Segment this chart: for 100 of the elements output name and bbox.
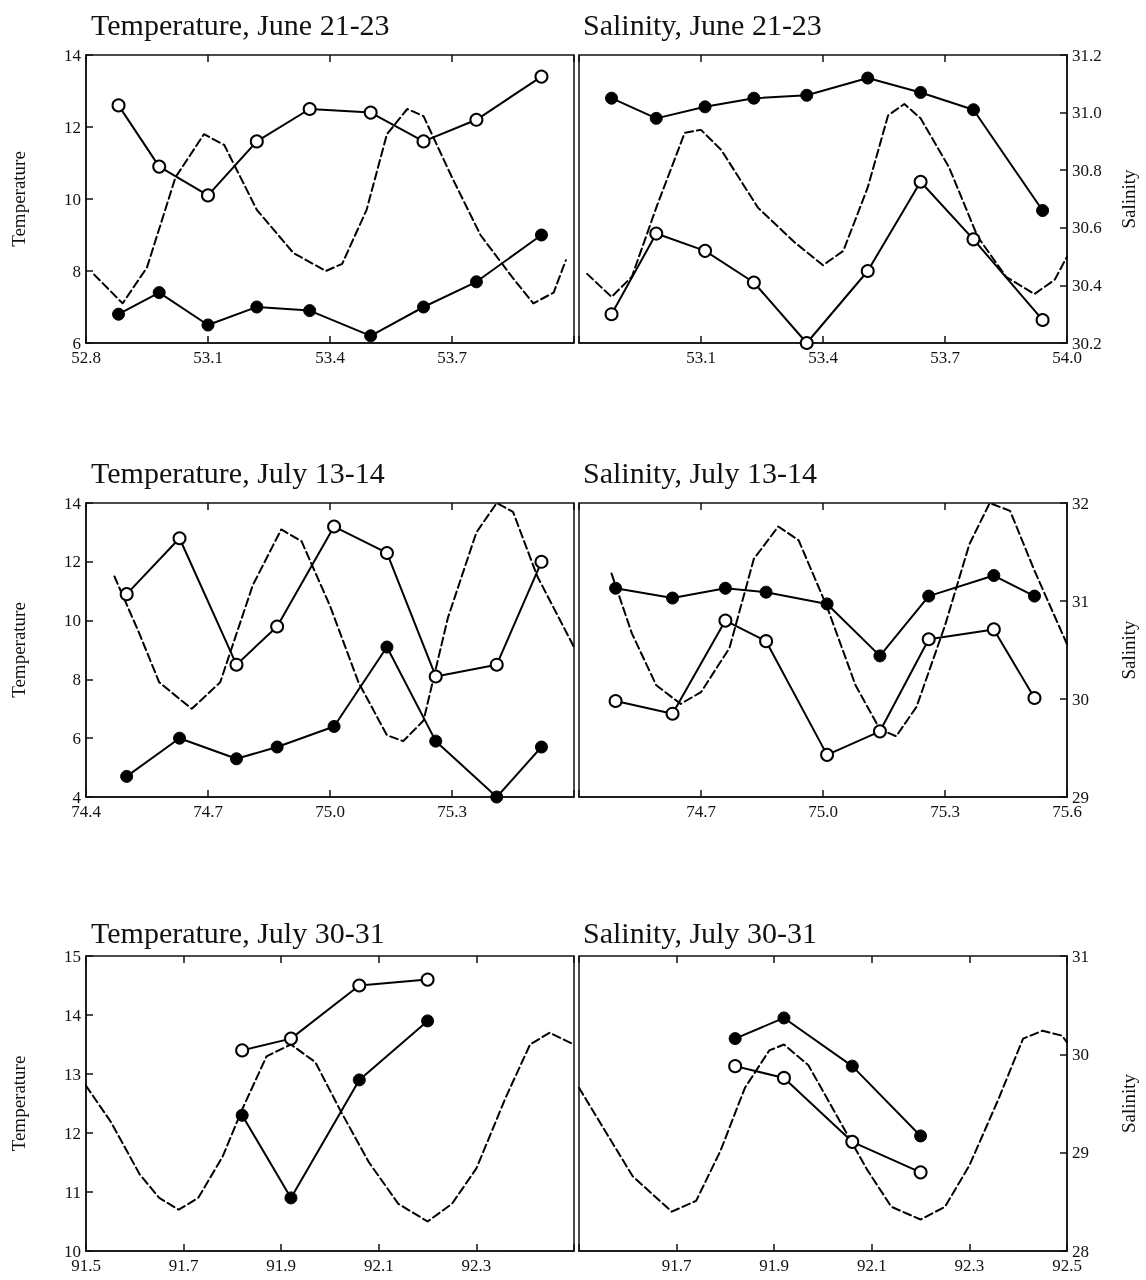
point bbox=[718, 581, 732, 595]
x-tick-label: 75.3 bbox=[437, 802, 467, 821]
point bbox=[201, 188, 215, 203]
y-tick-label: 8 bbox=[72, 669, 81, 689]
x-tick-label: 53.7 bbox=[437, 348, 468, 367]
y-tick-label: 10 bbox=[64, 189, 81, 209]
point bbox=[746, 275, 761, 290]
y-tick-label: 12 bbox=[64, 117, 81, 137]
point bbox=[649, 111, 663, 125]
point bbox=[966, 232, 981, 247]
point bbox=[820, 597, 834, 611]
point bbox=[913, 174, 928, 189]
x-tick-label: 92.3 bbox=[954, 1256, 985, 1275]
point bbox=[759, 634, 774, 649]
point bbox=[303, 304, 317, 318]
y2-axis-title: Salinity bbox=[1118, 1073, 1139, 1134]
point bbox=[229, 752, 243, 766]
chart-title: Temperature, July 30-31 bbox=[91, 915, 385, 949]
point bbox=[173, 731, 187, 745]
point bbox=[270, 619, 285, 634]
y-tick-label: 10 bbox=[64, 611, 81, 631]
point bbox=[747, 91, 761, 105]
point bbox=[119, 587, 134, 602]
x-tick-label: 53.1 bbox=[686, 348, 716, 367]
x-tick-label: 53.7 bbox=[930, 348, 961, 367]
y-tick-label: 14 bbox=[64, 1005, 82, 1025]
point bbox=[327, 719, 341, 733]
point bbox=[873, 649, 887, 663]
point bbox=[799, 336, 814, 350]
y-tick-label: 13 bbox=[64, 1064, 81, 1084]
point bbox=[1027, 691, 1042, 706]
point bbox=[352, 978, 367, 993]
point bbox=[229, 657, 244, 672]
y2-tick-label: 31.2 bbox=[1072, 45, 1102, 65]
point bbox=[718, 613, 733, 628]
y2-tick-label: 31 bbox=[1072, 946, 1089, 966]
point bbox=[152, 159, 167, 174]
point bbox=[913, 1165, 928, 1180]
point bbox=[845, 1134, 860, 1149]
point bbox=[111, 98, 126, 113]
point bbox=[605, 91, 619, 105]
x-tick-label: 75.0 bbox=[315, 802, 345, 821]
point bbox=[609, 581, 623, 595]
point bbox=[649, 226, 664, 241]
y2-tick-label: 30 bbox=[1072, 689, 1089, 709]
point bbox=[302, 102, 317, 116]
x-tick-label: 92.3 bbox=[461, 1256, 492, 1275]
y-tick-label: 8 bbox=[72, 261, 81, 281]
x-tick-label: 91.7 bbox=[168, 1256, 199, 1275]
point bbox=[352, 1073, 366, 1087]
point bbox=[364, 329, 378, 343]
point bbox=[860, 264, 875, 278]
x-tick-label: 75.0 bbox=[808, 802, 838, 821]
point bbox=[469, 275, 483, 289]
point bbox=[604, 307, 619, 322]
y2-axis-title: Salinity bbox=[1118, 168, 1139, 229]
point bbox=[698, 100, 712, 114]
point bbox=[698, 243, 713, 258]
point bbox=[845, 1059, 859, 1073]
x-tick-label: 75.3 bbox=[930, 802, 960, 821]
point bbox=[872, 724, 887, 739]
y2-tick-label: 30.8 bbox=[1072, 160, 1102, 180]
x-tick-label: 53.4 bbox=[315, 348, 346, 367]
x-tick-label: 92.1 bbox=[363, 1256, 394, 1275]
point bbox=[428, 669, 443, 684]
y2-tick-label: 32 bbox=[1072, 493, 1089, 513]
point bbox=[489, 657, 504, 672]
y2-axis-title: Salinity bbox=[1118, 619, 1139, 680]
y2-tick-label: 31.0 bbox=[1072, 103, 1102, 123]
point bbox=[534, 740, 548, 754]
x-tick-label: 74.7 bbox=[686, 802, 717, 821]
x-tick-label: 91.9 bbox=[759, 1256, 790, 1275]
point bbox=[534, 228, 548, 242]
point bbox=[284, 1191, 298, 1205]
point bbox=[665, 706, 680, 721]
point bbox=[270, 740, 284, 754]
point bbox=[777, 1011, 791, 1025]
point bbox=[728, 1059, 743, 1074]
point bbox=[534, 554, 549, 569]
x-tick-label: 92.1 bbox=[856, 1256, 887, 1275]
y2-tick-label: 31 bbox=[1072, 591, 1089, 611]
point bbox=[249, 134, 264, 149]
chart-title: Salinity, June 21-23 bbox=[583, 7, 822, 41]
point bbox=[152, 286, 166, 300]
point bbox=[1027, 589, 1041, 603]
point bbox=[172, 531, 187, 546]
point bbox=[327, 519, 342, 534]
x-tick-label: 91.9 bbox=[266, 1256, 297, 1275]
y-tick-label: 14 bbox=[64, 45, 82, 65]
chart-title: Temperature, July 13-14 bbox=[91, 455, 385, 489]
point bbox=[490, 790, 504, 804]
point bbox=[250, 300, 264, 314]
y-tick-label: 14 bbox=[64, 493, 82, 513]
point bbox=[728, 1032, 742, 1046]
chart-title: Salinity, July 30-31 bbox=[583, 915, 817, 949]
point bbox=[776, 1070, 791, 1085]
chart-title: Temperature, June 21-23 bbox=[91, 7, 390, 41]
y-axis-title: Temperature bbox=[8, 1055, 29, 1152]
y2-tick-label: 29 bbox=[1072, 1143, 1089, 1163]
point bbox=[469, 112, 484, 127]
